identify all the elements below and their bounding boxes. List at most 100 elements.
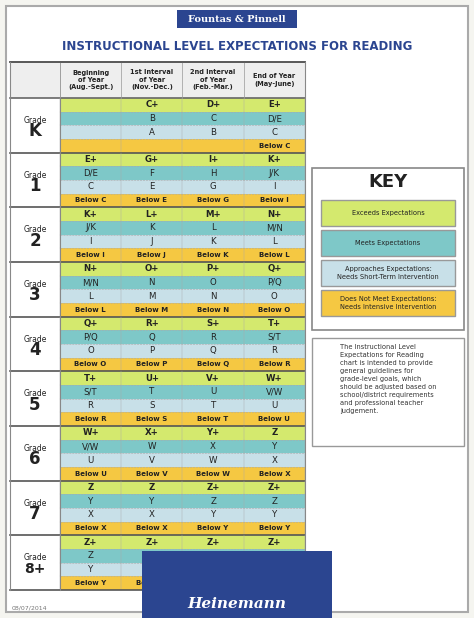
Text: M: M [148, 292, 155, 301]
Text: Q: Q [210, 346, 217, 355]
Text: V/W: V/W [82, 442, 99, 451]
FancyBboxPatch shape [182, 577, 244, 590]
Text: Z: Z [272, 497, 277, 506]
FancyBboxPatch shape [121, 562, 182, 577]
Text: W+: W+ [266, 374, 283, 383]
Text: KEY: KEY [368, 173, 408, 191]
FancyBboxPatch shape [60, 467, 121, 481]
FancyBboxPatch shape [10, 98, 60, 153]
Text: Z: Z [271, 428, 277, 438]
Text: Y: Y [149, 565, 155, 574]
Text: D/E: D/E [83, 169, 98, 177]
Text: O+: O+ [145, 265, 159, 273]
FancyBboxPatch shape [121, 358, 182, 371]
Text: Z: Z [149, 551, 155, 561]
Text: Y+: Y+ [207, 428, 220, 438]
FancyBboxPatch shape [244, 289, 305, 303]
Text: X: X [272, 455, 277, 465]
Text: Z+: Z+ [268, 483, 281, 492]
FancyBboxPatch shape [244, 262, 305, 276]
Text: Below X: Below X [75, 525, 107, 531]
Text: N: N [149, 278, 155, 287]
FancyBboxPatch shape [182, 235, 244, 248]
FancyBboxPatch shape [182, 454, 244, 467]
FancyBboxPatch shape [244, 125, 305, 139]
FancyBboxPatch shape [121, 193, 182, 207]
FancyBboxPatch shape [121, 399, 182, 412]
Text: R: R [88, 401, 94, 410]
Text: S/T: S/T [84, 387, 98, 396]
FancyBboxPatch shape [121, 522, 182, 535]
FancyBboxPatch shape [182, 166, 244, 180]
Text: I+: I+ [208, 155, 218, 164]
FancyBboxPatch shape [182, 98, 244, 112]
Text: Meets Expectations: Meets Expectations [356, 240, 420, 246]
FancyBboxPatch shape [60, 112, 121, 125]
FancyBboxPatch shape [244, 316, 305, 331]
FancyBboxPatch shape [60, 508, 121, 522]
FancyBboxPatch shape [60, 522, 121, 535]
Text: K: K [210, 237, 216, 246]
Text: Below E: Below E [137, 198, 167, 203]
Text: H: H [210, 169, 216, 177]
FancyBboxPatch shape [321, 260, 455, 286]
FancyBboxPatch shape [60, 193, 121, 207]
FancyBboxPatch shape [244, 221, 305, 235]
FancyBboxPatch shape [244, 454, 305, 467]
Text: K+: K+ [84, 210, 98, 219]
Text: Exceeds Expectations: Exceeds Expectations [352, 210, 424, 216]
FancyBboxPatch shape [182, 303, 244, 316]
Text: Z: Z [88, 483, 94, 492]
FancyBboxPatch shape [321, 290, 455, 316]
FancyBboxPatch shape [244, 562, 305, 577]
Text: E: E [149, 182, 155, 192]
FancyBboxPatch shape [182, 344, 244, 358]
FancyBboxPatch shape [10, 426, 60, 481]
FancyBboxPatch shape [10, 316, 60, 371]
FancyBboxPatch shape [60, 399, 121, 412]
FancyBboxPatch shape [121, 481, 182, 494]
Text: P+: P+ [207, 265, 220, 273]
Text: The Instructional Level
Expectations for Reading
chart is intended to provide
ge: The Instructional Level Expectations for… [340, 344, 436, 414]
FancyBboxPatch shape [60, 426, 121, 439]
FancyBboxPatch shape [121, 180, 182, 193]
Text: INSTRUCTIONAL LEVEL EXPECTATIONS FOR READING: INSTRUCTIONAL LEVEL EXPECTATIONS FOR REA… [62, 41, 412, 54]
Text: C+: C+ [145, 100, 159, 109]
FancyBboxPatch shape [121, 276, 182, 289]
FancyBboxPatch shape [10, 153, 60, 207]
Text: V/W: V/W [266, 387, 283, 396]
FancyBboxPatch shape [182, 207, 244, 221]
Text: Y: Y [149, 497, 155, 506]
Text: Grade: Grade [23, 116, 46, 125]
Text: Y: Y [210, 565, 216, 574]
Text: U+: U+ [145, 374, 159, 383]
FancyBboxPatch shape [244, 385, 305, 399]
Text: T+: T+ [268, 319, 281, 328]
FancyBboxPatch shape [10, 62, 305, 98]
FancyBboxPatch shape [60, 412, 121, 426]
Text: Below Y: Below Y [259, 580, 290, 586]
Text: L+: L+ [146, 210, 158, 219]
Text: Z+: Z+ [207, 483, 220, 492]
Text: R: R [272, 346, 277, 355]
Text: A: A [149, 128, 155, 137]
Text: Y: Y [272, 510, 277, 519]
Text: Grade: Grade [23, 171, 46, 180]
Text: D/E: D/E [267, 114, 282, 123]
Text: 6: 6 [29, 451, 41, 468]
FancyBboxPatch shape [60, 371, 121, 385]
Text: S+: S+ [207, 319, 220, 328]
FancyBboxPatch shape [244, 235, 305, 248]
FancyBboxPatch shape [121, 577, 182, 590]
Text: P/Q: P/Q [267, 278, 282, 287]
FancyBboxPatch shape [121, 139, 182, 153]
FancyBboxPatch shape [121, 289, 182, 303]
Text: J/K: J/K [269, 169, 280, 177]
Text: N+: N+ [267, 210, 282, 219]
Text: Grade: Grade [23, 335, 46, 344]
Text: O: O [271, 292, 278, 301]
FancyBboxPatch shape [244, 577, 305, 590]
Text: V: V [149, 455, 155, 465]
FancyBboxPatch shape [182, 316, 244, 331]
Text: T: T [210, 401, 216, 410]
